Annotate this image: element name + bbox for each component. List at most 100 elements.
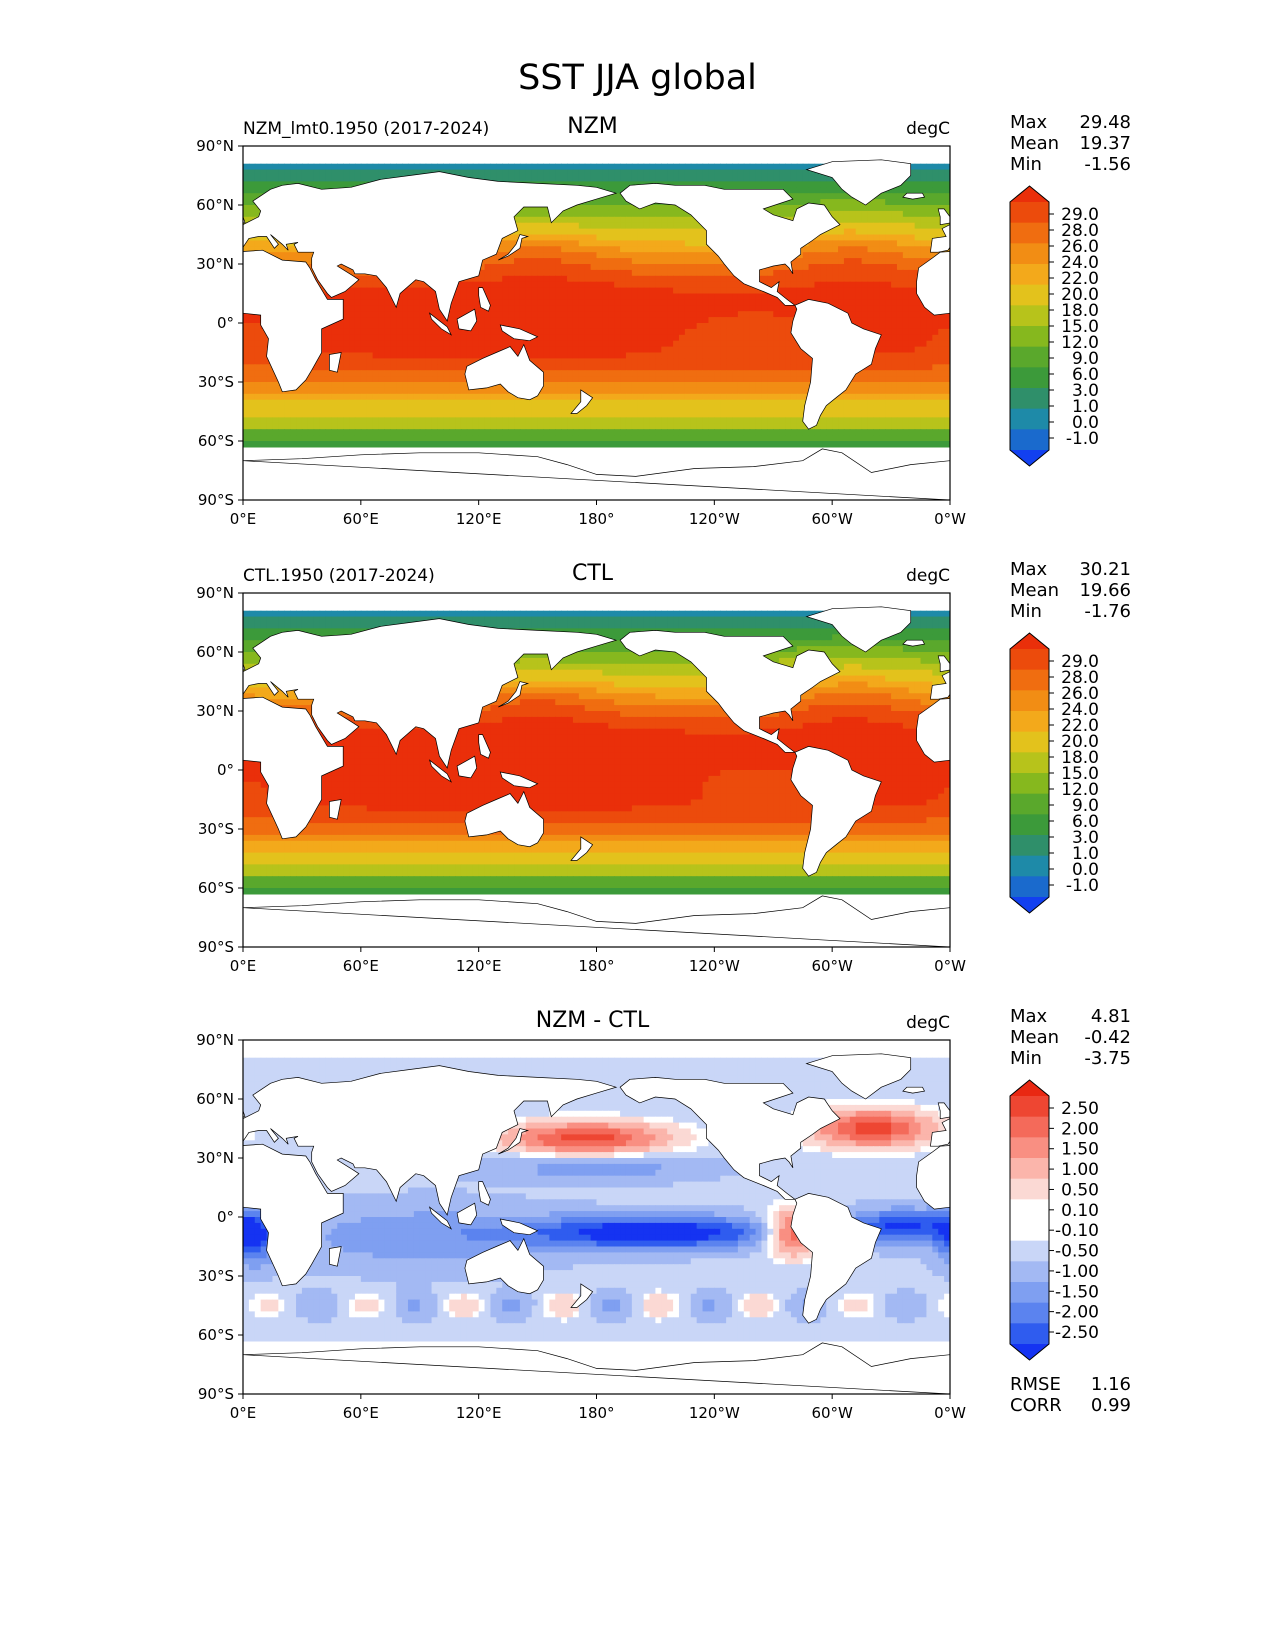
colorbar-segment xyxy=(1010,222,1049,244)
colorbar-outline xyxy=(1009,1079,1050,1361)
colorbar-label: 0.10 xyxy=(1061,1201,1099,1221)
sumatra-landmass xyxy=(1137,313,1159,335)
y-tick-label: 30°N xyxy=(196,255,234,273)
australia-landmass xyxy=(464,343,544,401)
x-tick-label: 60°E xyxy=(343,957,379,975)
philippines-landmass xyxy=(478,734,491,759)
n_america-landmass xyxy=(619,630,841,753)
y-tick-label: 60°S xyxy=(198,879,234,897)
x-tick-label: 0°E xyxy=(230,957,257,975)
y-tick-label: 30°N xyxy=(196,1149,234,1167)
japan-landmass xyxy=(1205,1129,1235,1155)
africa-landmass xyxy=(243,249,344,393)
s_america-landmass xyxy=(84,746,174,876)
colorbar-segment xyxy=(1010,649,1049,671)
nz-landmass xyxy=(570,1283,594,1308)
colorbar-segment xyxy=(1010,388,1049,410)
y-tick-label: 0° xyxy=(217,761,234,779)
philippines-landmass xyxy=(478,287,491,312)
greenland-landmass xyxy=(100,160,204,205)
colorbar-outline xyxy=(1009,185,1050,467)
coastlines xyxy=(0,606,1244,947)
s_america-landmass xyxy=(790,299,882,430)
colorbar: 2.502.001.501.000.500.10-0.10-0.50-1.00-… xyxy=(1009,1079,1099,1361)
x-tick-label: 0°W xyxy=(934,957,966,975)
sumatra-landmass xyxy=(428,1206,453,1230)
x-tick-label: 180° xyxy=(578,1404,614,1422)
footer-stat-value: 1.16 xyxy=(1091,1374,1131,1395)
sumatra-landmass xyxy=(1137,760,1159,782)
colorbar-segment xyxy=(1010,1096,1049,1118)
y-tick-label: 90°N xyxy=(196,1031,234,1049)
x-tick-label: 120°W xyxy=(689,957,740,975)
stat-label: Min xyxy=(1010,154,1042,175)
colorbar-label: 0.0 xyxy=(1072,860,1099,880)
colorbar-label: 1.0 xyxy=(1072,844,1099,864)
colorbar-segment xyxy=(1010,1282,1049,1304)
colorbar-label: 12.0 xyxy=(1061,333,1099,353)
colorbar-segment xyxy=(1010,876,1049,898)
colorbar-extend-max xyxy=(1010,633,1049,649)
stat-value: 30.21 xyxy=(1079,559,1131,580)
s_america-landmass xyxy=(790,746,882,877)
africa-landmass xyxy=(243,1143,344,1287)
africa-landmass xyxy=(916,698,950,763)
japan-landmass xyxy=(1205,682,1235,708)
y-tick-label: 0° xyxy=(217,1208,234,1226)
colorbar-label: 28.0 xyxy=(1061,668,1099,688)
n_america-landmass xyxy=(0,630,133,752)
greenland-landmass xyxy=(805,606,912,653)
colorbar-label: -2.50 xyxy=(1055,1323,1099,1343)
colorbar-segment xyxy=(1010,1240,1049,1262)
africa-landmass xyxy=(916,1145,950,1210)
colorbar-label: 0.0 xyxy=(1072,413,1099,433)
colorbar-segment xyxy=(1010,429,1049,451)
colorbar-label: 6.0 xyxy=(1072,365,1099,385)
n_america-landmass xyxy=(619,1077,841,1200)
footer-stat-label: CORR xyxy=(1010,1395,1062,1416)
stat-label: Max xyxy=(1010,559,1048,580)
y-tick-label: 60°S xyxy=(198,432,234,450)
colorbar-segment xyxy=(1010,1302,1049,1324)
colorbar-label: 29.0 xyxy=(1061,205,1099,225)
sumatra-landmass xyxy=(428,759,453,783)
japan-landmass xyxy=(1205,235,1235,261)
uk-landmass xyxy=(937,655,950,673)
colorbar-segment xyxy=(1010,1178,1049,1200)
colorbar-label: 26.0 xyxy=(1061,237,1099,257)
greenland-landmass xyxy=(805,159,912,206)
philippines-landmass xyxy=(478,1181,491,1206)
panel-units: degC xyxy=(906,119,950,139)
stat-value: 19.66 xyxy=(1079,580,1131,601)
nz-landmass xyxy=(570,389,594,414)
x-tick-label: 60°E xyxy=(343,510,379,528)
colorbar-segment xyxy=(1010,835,1049,857)
x-tick-label: 120°W xyxy=(689,1404,740,1422)
colorbar-segment xyxy=(1010,773,1049,795)
colorbar-label: -1.00 xyxy=(1055,1262,1099,1282)
colorbar-label: 3.0 xyxy=(1072,828,1099,848)
colorbar-label: 28.0 xyxy=(1061,221,1099,241)
colorbar-segment xyxy=(1010,1199,1049,1221)
colorbar-label: 20.0 xyxy=(1061,732,1099,752)
colorbar-label: 1.0 xyxy=(1072,397,1099,417)
colorbar-label: 2.00 xyxy=(1061,1119,1099,1139)
colorbar-label: 15.0 xyxy=(1061,317,1099,337)
panel-diff: 0°E 60°E 120°E 180° 120°W 60°W 0°W 90°N 60°N 30°N… xyxy=(196,1006,1235,1422)
new_guinea-landmass xyxy=(499,771,539,789)
y-tick-label: 60°N xyxy=(196,1090,234,1108)
colorbar-label: -1.50 xyxy=(1055,1282,1099,1302)
antarctica-landmass xyxy=(243,448,950,500)
philippines-landmass xyxy=(1186,1182,1198,1206)
new_guinea-landmass xyxy=(1207,772,1244,788)
n_america-landmass xyxy=(0,183,133,305)
panel-title: CTL xyxy=(572,561,614,586)
y-tick-label: 90°N xyxy=(196,584,234,602)
colorbar-segment xyxy=(1010,408,1049,430)
colorbar-segment xyxy=(1010,711,1049,733)
africa-landmass xyxy=(916,251,950,316)
colorbar-segment xyxy=(1010,264,1049,286)
stat-value: 19.37 xyxy=(1079,133,1131,154)
x-tick-label: 180° xyxy=(578,510,614,528)
